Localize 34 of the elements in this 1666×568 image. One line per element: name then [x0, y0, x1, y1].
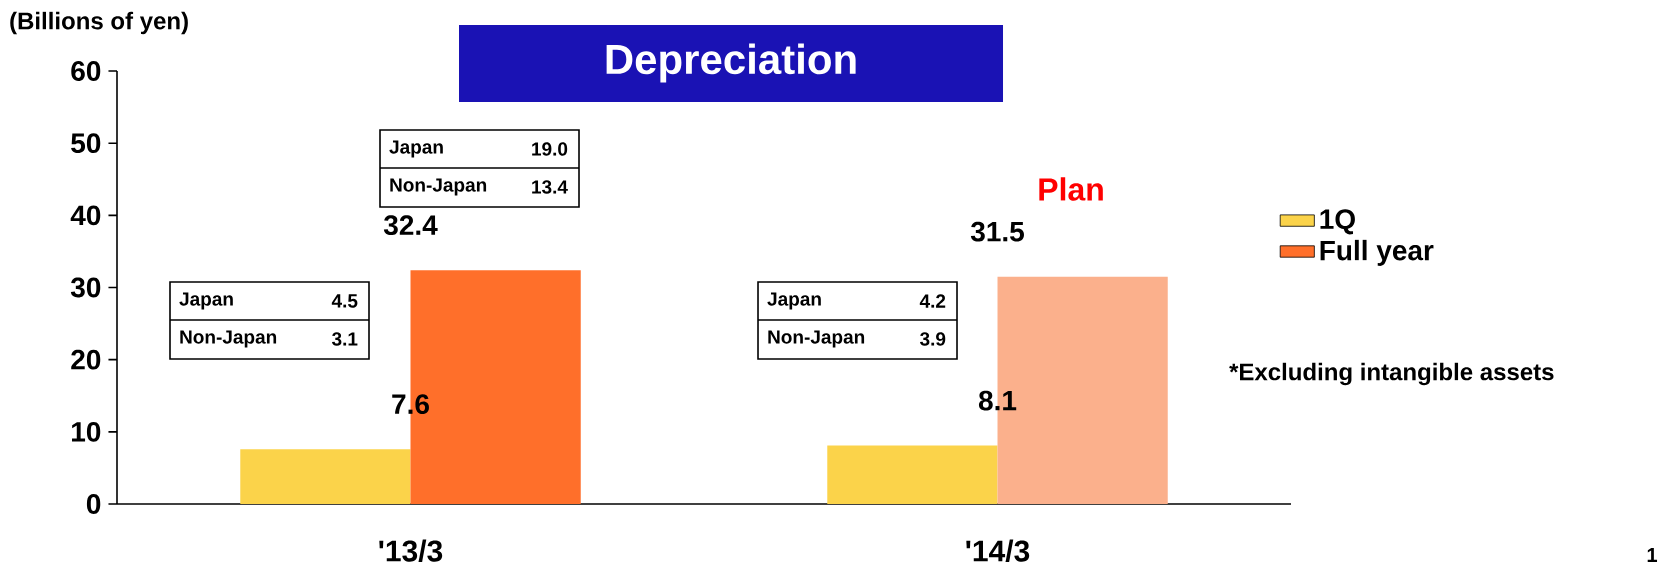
annotation: 3.1 — [331, 332, 358, 346]
data-label: 31.5 — [970, 221, 1024, 242]
annotation: Japan — [767, 292, 821, 310]
y-axis-title: (Billions of yen) — [10, 11, 188, 35]
annotation: Non-Japan — [180, 330, 277, 348]
y-tick-label: 20 — [71, 349, 101, 370]
chart-title: Depreciation — [606, 43, 856, 83]
y-tick-label: 30 — [70, 277, 101, 298]
annotation: 4.2 — [919, 294, 946, 308]
x-tick-label: '13/3 — [379, 539, 443, 562]
annotation: Non-Japan — [390, 178, 487, 196]
data-label: 8.1 — [978, 390, 1017, 411]
y-tick-label: 60 — [71, 61, 101, 81]
y-tick-label: 10 — [72, 421, 101, 442]
annotation: Non-Japan — [768, 330, 865, 348]
data-label: 7.6 — [392, 394, 429, 415]
annotation: Plan — [1039, 177, 1103, 201]
data-label: 32.4 — [383, 215, 438, 236]
text: 1 — [1647, 548, 1658, 562]
legend-label: Full year — [1320, 239, 1434, 266]
annotation: Japan — [389, 140, 443, 158]
annotation: Japan — [179, 292, 233, 310]
legend-label: 1Q — [1320, 209, 1355, 235]
y-tick-label: 0 — [86, 494, 101, 514]
bar — [240, 449, 411, 504]
annotation: 19.0 — [532, 142, 568, 156]
bar — [827, 445, 998, 504]
annotation: 3.9 — [919, 332, 946, 346]
x-tick-label: '14/3 — [966, 539, 1030, 562]
y-tick-label: 50 — [71, 133, 101, 154]
annotation: 13.4 — [532, 180, 568, 194]
annotation: *Excluding intangible assets — [1229, 362, 1554, 386]
y-tick-label: 40 — [70, 205, 101, 226]
annotation: 4.5 — [331, 294, 358, 308]
